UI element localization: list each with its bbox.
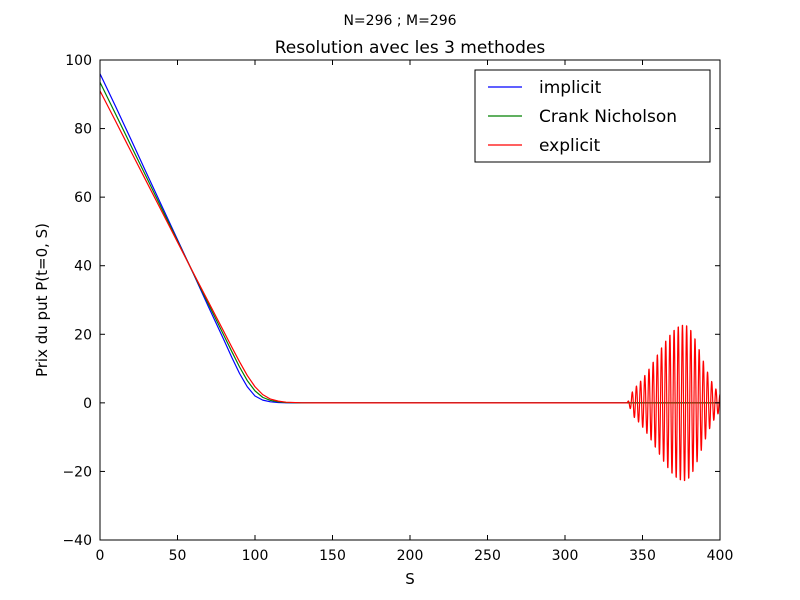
x-tick-label: 50 <box>169 548 187 564</box>
x-axis-ticks: 0 50 100 150 200 250 300 350 400 <box>96 60 734 564</box>
series-line-explicit <box>99 90 721 482</box>
x-tick-label: 100 <box>242 548 269 564</box>
x-tick-label: 0 <box>96 548 105 564</box>
x-tick-label: 250 <box>474 548 501 564</box>
x-axis-label: S <box>405 570 415 588</box>
x-tick-label: 400 <box>707 548 734 564</box>
legend-label-crank-nicholson: Crank Nicholson <box>539 107 677 127</box>
chart-title: Resolution avec les 3 methodes <box>275 38 546 58</box>
y-tick-label: 100 <box>65 53 92 69</box>
series-layer <box>99 73 721 482</box>
y-axis-label: Prix du put P(t=0, S) <box>33 223 51 377</box>
y-axis-ticks: −40 −20 0 20 40 60 80 100 <box>62 53 720 549</box>
x-tick-label: 350 <box>629 548 656 564</box>
legend-label-implicit: implicit <box>539 78 602 98</box>
y-tick-label: −40 <box>62 533 92 549</box>
legend: implicit Crank Nicholson explicit <box>474 69 711 163</box>
y-tick-label: 20 <box>74 327 92 343</box>
x-tick-label: 200 <box>397 548 424 564</box>
figure-suptitle: N=296 ; M=296 <box>343 13 456 29</box>
y-tick-label: 40 <box>74 259 92 275</box>
y-tick-label: 80 <box>74 122 92 138</box>
legend-label-explicit: explicit <box>539 136 601 156</box>
x-tick-label: 150 <box>319 548 346 564</box>
y-tick-label: 60 <box>74 190 92 206</box>
x-tick-label: 300 <box>552 548 579 564</box>
y-tick-label: −20 <box>62 464 92 480</box>
y-tick-label: 0 <box>83 396 92 412</box>
